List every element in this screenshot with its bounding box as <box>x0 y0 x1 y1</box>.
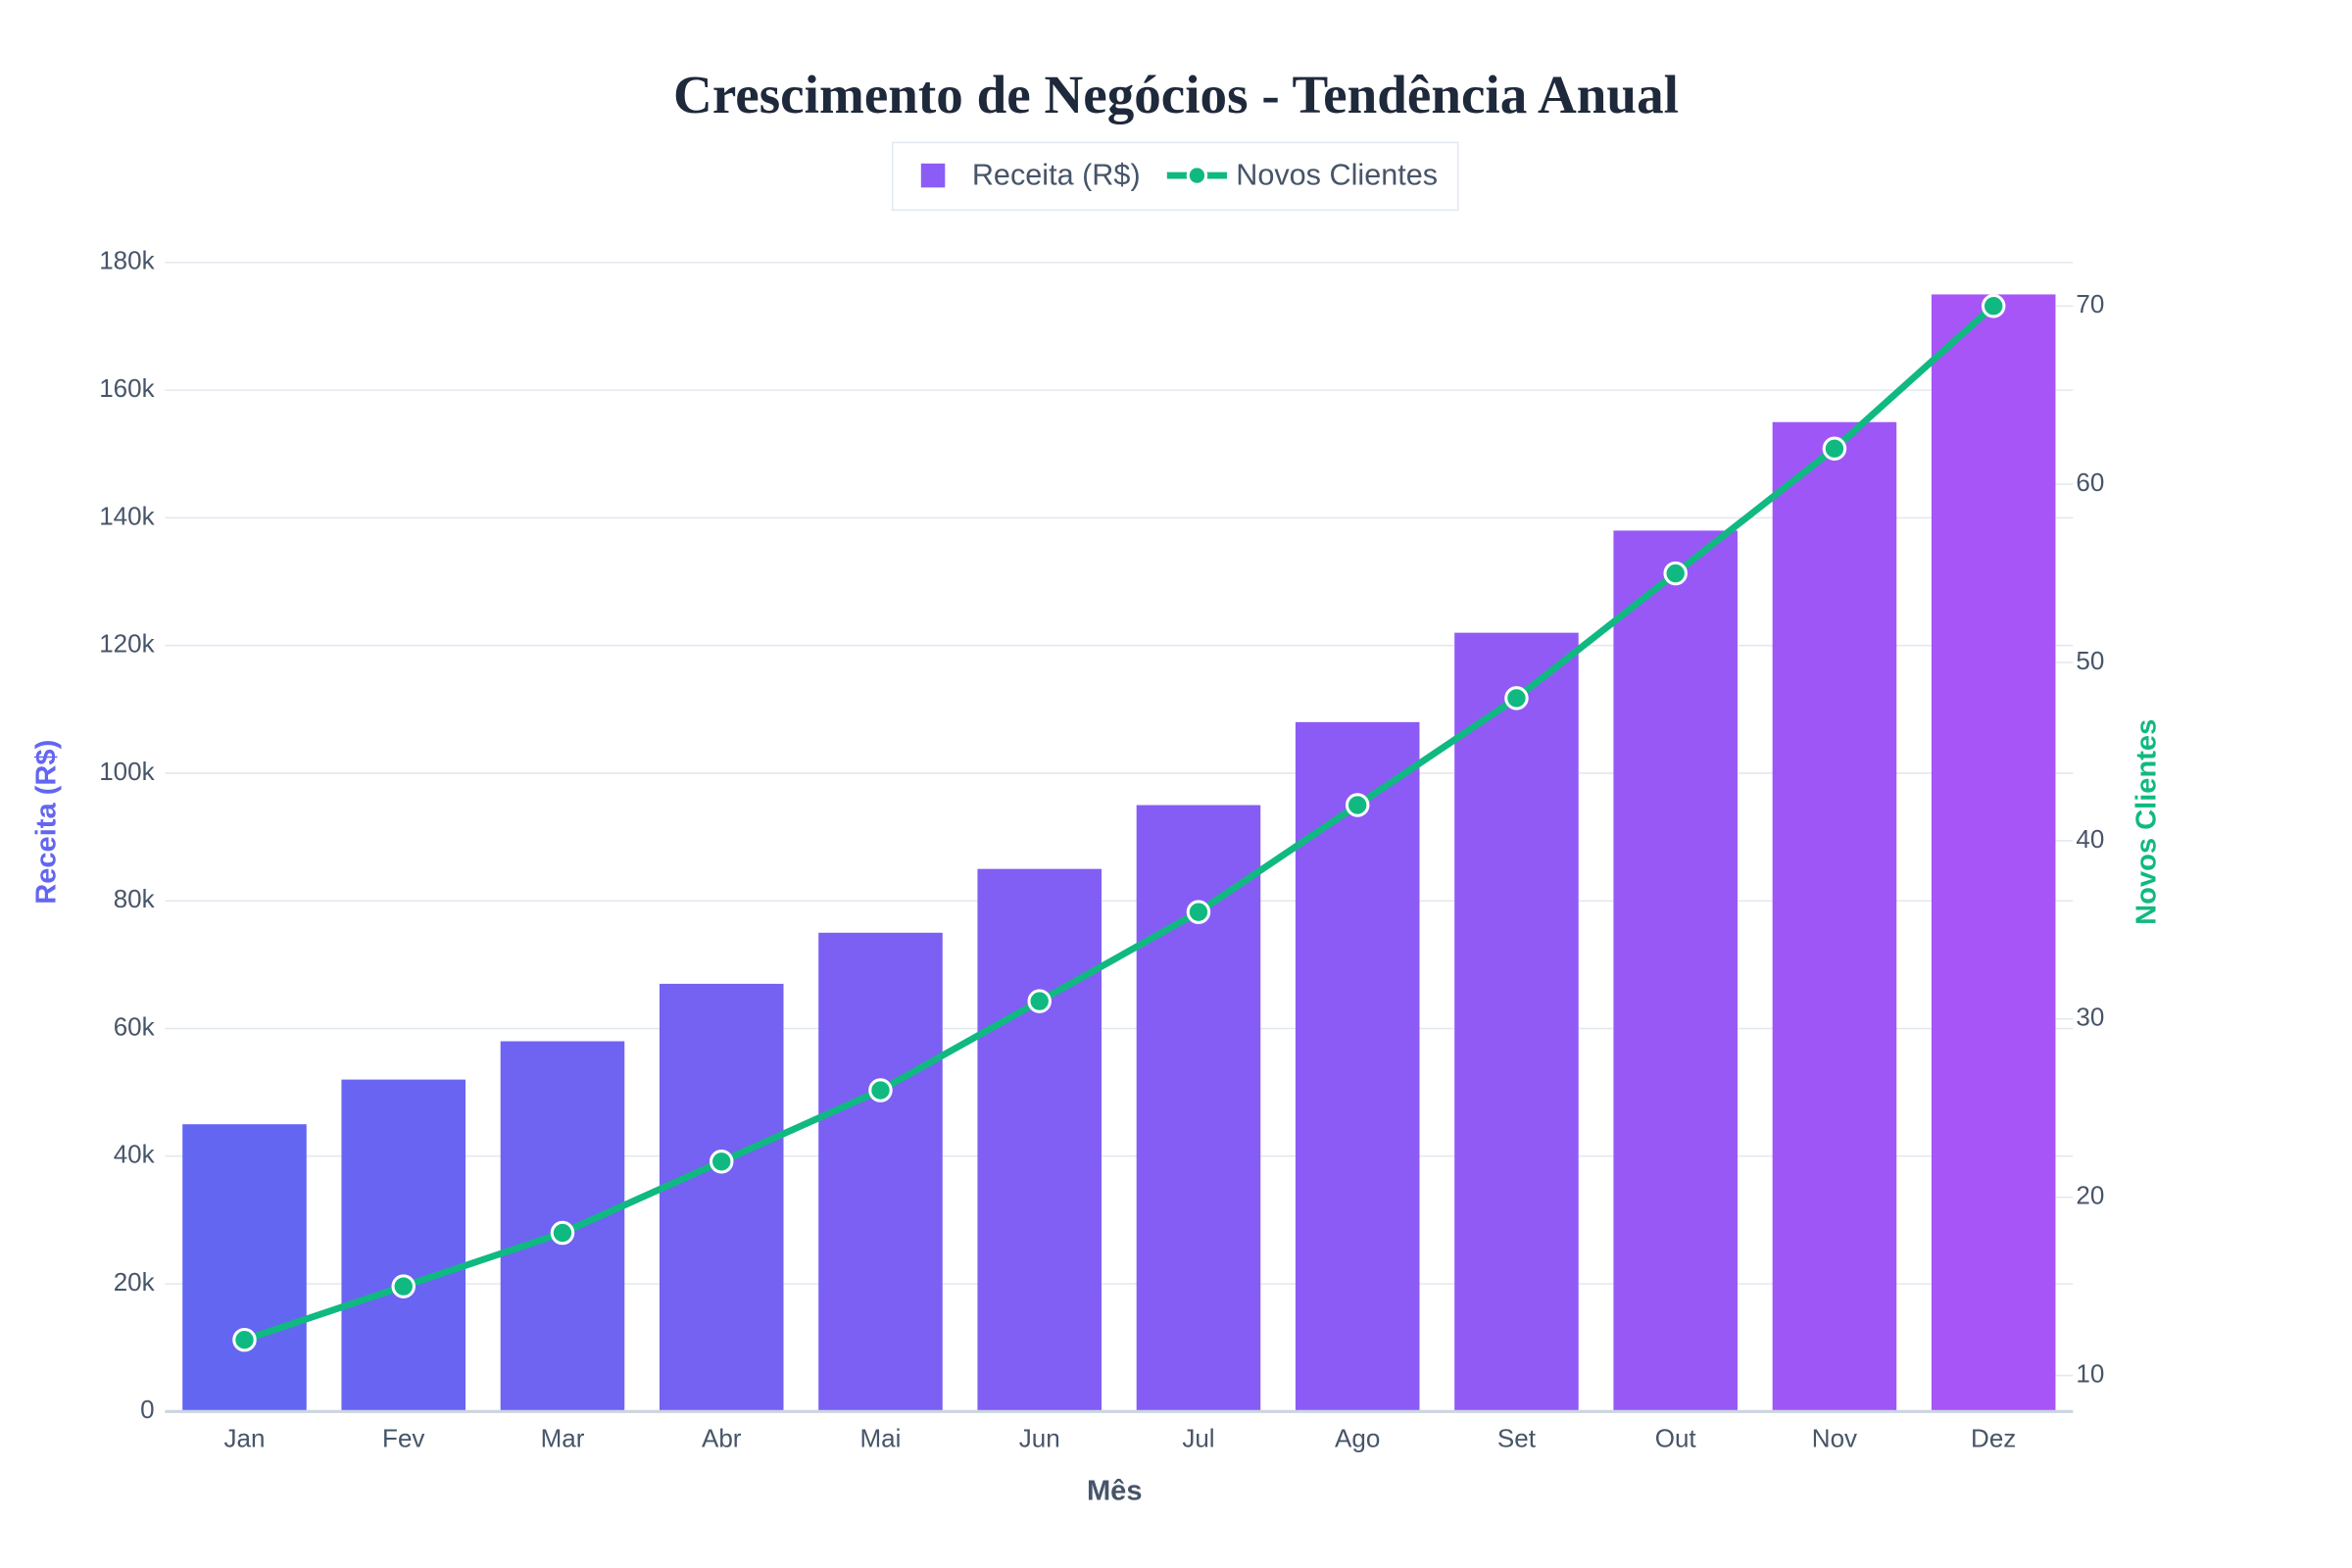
line-point <box>1186 900 1211 924</box>
line <box>243 303 1996 1344</box>
line-point <box>1345 793 1370 817</box>
line-point <box>232 1327 257 1352</box>
y-tick-label: 140k <box>99 501 155 530</box>
bar <box>818 932 943 1412</box>
x-tick-label: Fev <box>382 1423 424 1452</box>
line-point <box>1027 989 1052 1013</box>
line-point <box>1981 293 2006 318</box>
x-tick-label: Ago <box>1335 1423 1380 1452</box>
y-axis-title: Receita (R$) <box>31 740 63 905</box>
bar <box>1295 721 1420 1412</box>
bar <box>341 1079 466 1412</box>
x-axis-title: Mês <box>1087 1476 1143 1507</box>
chart-title: Crescimento de Negócios - Tendência Anua… <box>673 65 1679 124</box>
y2-tick-label: 40 <box>2076 824 2104 854</box>
line-point <box>1822 436 1847 461</box>
legend-label: Novos Clientes <box>1236 159 1438 192</box>
y2-axis-title: Novos Clientes <box>2132 719 2163 925</box>
legend-marker <box>1186 165 1208 186</box>
line-point <box>391 1274 416 1298</box>
bar <box>182 1124 307 1412</box>
y2-tick-label: 50 <box>2076 646 2104 675</box>
line-point <box>550 1220 575 1246</box>
y2-tick-label: 20 <box>2076 1181 2104 1210</box>
bar <box>1772 421 1897 1412</box>
bar <box>659 983 784 1412</box>
y2-tick-label: 30 <box>2076 1003 2104 1032</box>
x-tick-label: Jul <box>1182 1423 1214 1452</box>
y-tick-label: 160k <box>99 373 155 403</box>
y-tick-label: 80k <box>114 884 156 913</box>
line-point <box>868 1078 893 1102</box>
y2-tick-label: 60 <box>2076 467 2104 497</box>
bar <box>1613 530 1738 1412</box>
x-tick-label: Nov <box>1812 1423 1857 1452</box>
bar <box>1136 805 1261 1412</box>
legend-marker <box>920 163 946 188</box>
line-point <box>1504 686 1529 710</box>
y2-tick-label: 10 <box>2076 1358 2104 1388</box>
y-tick-label: 0 <box>140 1395 154 1424</box>
legend-label: Receita (R$) <box>972 159 1141 192</box>
y-tick-label: 40k <box>114 1140 156 1169</box>
line-point <box>1663 561 1688 586</box>
bar <box>1454 632 1579 1412</box>
x-tick-label: Jun <box>1019 1423 1060 1452</box>
x-tick-label: Set <box>1497 1423 1537 1452</box>
y-tick-label: 120k <box>99 629 155 659</box>
y-tick-label: 20k <box>114 1267 156 1297</box>
y2-tick-label: 70 <box>2076 289 2104 318</box>
y-tick-label: 180k <box>99 246 155 275</box>
bar <box>1931 294 2056 1412</box>
x-tick-label: Mai <box>860 1423 902 1452</box>
x-tick-label: Abr <box>702 1423 742 1452</box>
y-tick-label: 60k <box>114 1011 156 1041</box>
x-tick-label: Dez <box>1971 1423 2016 1452</box>
bar <box>977 868 1102 1412</box>
y-tick-label: 100k <box>99 757 155 786</box>
x-tick-label: Jan <box>224 1423 266 1452</box>
x-tick-label: Mar <box>541 1423 585 1452</box>
x-tick-label: Out <box>1655 1423 1697 1452</box>
line-point <box>709 1150 734 1174</box>
